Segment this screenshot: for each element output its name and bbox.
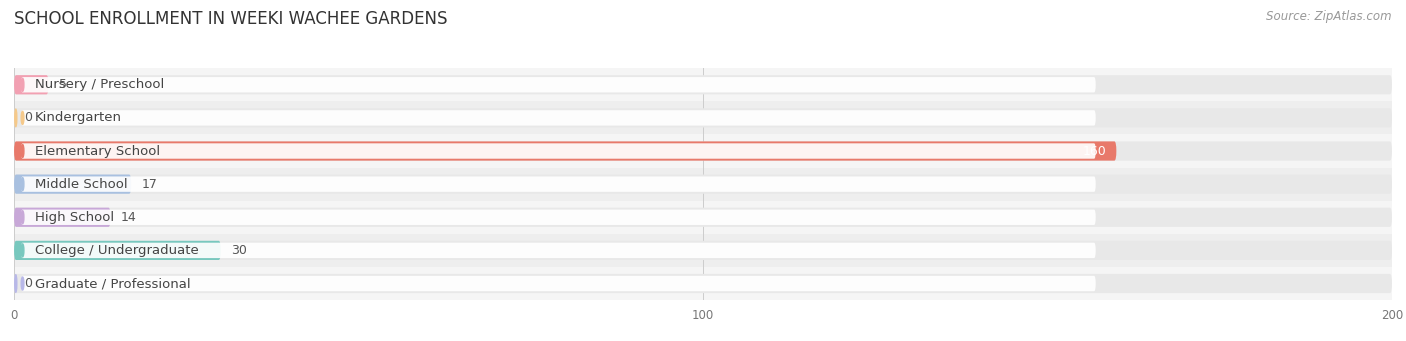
Circle shape	[21, 211, 24, 224]
FancyBboxPatch shape	[14, 241, 1392, 260]
Text: College / Undergraduate: College / Undergraduate	[35, 244, 198, 257]
FancyBboxPatch shape	[21, 110, 1095, 125]
FancyBboxPatch shape	[14, 75, 48, 94]
Text: 160: 160	[1083, 145, 1107, 158]
Text: 30: 30	[231, 244, 247, 257]
FancyBboxPatch shape	[14, 274, 17, 293]
FancyBboxPatch shape	[21, 143, 1095, 159]
Bar	[14, 234, 1392, 267]
FancyBboxPatch shape	[14, 208, 1392, 227]
Text: Kindergarten: Kindergarten	[35, 112, 122, 124]
FancyBboxPatch shape	[14, 241, 221, 260]
Text: 17: 17	[142, 178, 157, 191]
Text: Source: ZipAtlas.com: Source: ZipAtlas.com	[1267, 10, 1392, 23]
Text: Nursery / Preschool: Nursery / Preschool	[35, 78, 165, 91]
Circle shape	[21, 78, 24, 91]
Circle shape	[21, 145, 24, 158]
Circle shape	[21, 244, 24, 257]
FancyBboxPatch shape	[14, 175, 1392, 194]
Text: 5: 5	[59, 78, 67, 91]
Text: 0: 0	[24, 277, 32, 290]
FancyBboxPatch shape	[21, 243, 1095, 258]
FancyBboxPatch shape	[14, 75, 1392, 94]
Bar	[14, 201, 1392, 234]
FancyBboxPatch shape	[14, 274, 1392, 293]
FancyBboxPatch shape	[14, 142, 1116, 161]
Text: 0: 0	[24, 112, 32, 124]
FancyBboxPatch shape	[14, 108, 17, 128]
FancyBboxPatch shape	[14, 175, 131, 194]
Text: Middle School: Middle School	[35, 178, 128, 191]
FancyBboxPatch shape	[21, 176, 1095, 192]
FancyBboxPatch shape	[21, 77, 1095, 92]
Bar	[14, 101, 1392, 134]
Bar	[14, 134, 1392, 167]
Circle shape	[21, 277, 24, 290]
Text: 14: 14	[121, 211, 136, 224]
FancyBboxPatch shape	[14, 108, 1392, 128]
FancyBboxPatch shape	[21, 210, 1095, 225]
Text: High School: High School	[35, 211, 114, 224]
Bar	[14, 68, 1392, 101]
FancyBboxPatch shape	[21, 276, 1095, 291]
Circle shape	[21, 178, 24, 191]
Bar	[14, 167, 1392, 201]
Text: Elementary School: Elementary School	[35, 145, 160, 158]
Text: SCHOOL ENROLLMENT IN WEEKI WACHEE GARDENS: SCHOOL ENROLLMENT IN WEEKI WACHEE GARDEN…	[14, 10, 447, 28]
Bar	[14, 267, 1392, 300]
Circle shape	[21, 112, 24, 124]
FancyBboxPatch shape	[14, 208, 111, 227]
Text: Graduate / Professional: Graduate / Professional	[35, 277, 191, 290]
FancyBboxPatch shape	[14, 142, 1392, 161]
